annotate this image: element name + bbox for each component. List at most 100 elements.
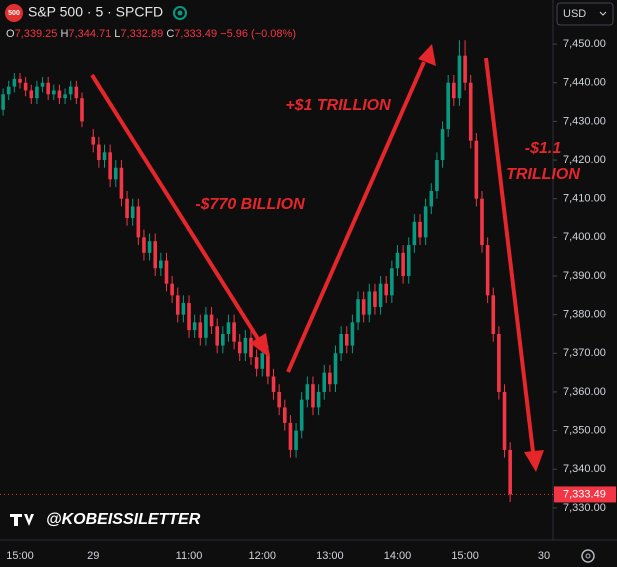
y-tick-label: 7,340.00 — [563, 463, 606, 475]
candle-body — [429, 190, 434, 207]
ohlc-value: 7,344.71 — [68, 28, 111, 40]
last-price-badge — [554, 486, 616, 503]
candle-body — [446, 82, 450, 130]
annotation: TRILLION — [506, 166, 580, 183]
x-tick-label: 29 — [87, 550, 99, 562]
dropdown-caret — [599, 11, 607, 16]
watermark-logo — [10, 514, 34, 526]
candle-body — [356, 299, 360, 323]
x-tick-label: 15:00 — [451, 550, 479, 562]
y-tick-label: 7,420.00 — [563, 154, 606, 166]
gear[interactable] — [581, 549, 595, 563]
watermark-text: @KOBEISSILETTER — [46, 511, 201, 528]
x-tick-label: 15:00 — [6, 550, 34, 562]
candle-body — [63, 94, 67, 99]
candle-body — [243, 337, 248, 354]
candle-body — [221, 333, 225, 346]
candle-body — [35, 86, 39, 99]
ohlc-row: O7,339.25 H7,344.71 L7,332.89 C7,333.49 … — [6, 28, 296, 40]
arrow — [484, 57, 535, 453]
candle-body — [6, 86, 11, 95]
ohlc-key: O — [6, 28, 15, 40]
candle-body — [277, 391, 281, 408]
candle-body — [440, 129, 445, 161]
candle-body — [209, 314, 214, 327]
currency-label[interactable]: USD — [563, 8, 586, 20]
candle-body — [350, 322, 355, 346]
ohlc-key: L — [114, 28, 120, 40]
y-tick-label: 7,430.00 — [563, 115, 606, 127]
ohlc-key: C — [166, 28, 174, 40]
x-tick-label: 14:00 — [384, 550, 412, 562]
candle-body — [187, 303, 191, 331]
candle-body — [29, 90, 34, 99]
candle-body — [395, 252, 400, 269]
candle-body — [491, 295, 496, 334]
candle-body — [102, 152, 107, 161]
candle-body — [254, 357, 259, 369]
candle-body — [80, 98, 84, 122]
candle-body — [401, 252, 405, 276]
annotation: -$1.1 — [525, 140, 562, 157]
y-tick-label: 7,380.00 — [563, 309, 606, 321]
candle-body — [57, 90, 62, 99]
candle-body — [204, 314, 208, 338]
candle-body — [23, 82, 28, 91]
candle-body — [316, 391, 321, 408]
candle-body — [97, 144, 101, 161]
y-tick-label: 7,440.00 — [563, 77, 606, 89]
ohlc-key: H — [60, 28, 68, 40]
candle-body — [339, 333, 343, 354]
x-tick-label: 12:00 — [248, 550, 276, 562]
candle-body — [333, 353, 338, 385]
candle-body — [412, 221, 417, 246]
candle-body — [311, 384, 315, 408]
currency-select[interactable] — [556, 2, 614, 26]
candle-body — [12, 78, 17, 87]
candle-body — [406, 245, 411, 276]
candle-body — [119, 167, 124, 199]
candle-body — [294, 430, 298, 450]
candle-body — [468, 82, 473, 141]
symbol-logo-text: 500 — [8, 10, 20, 17]
candle-body — [463, 55, 467, 83]
candle-body — [130, 206, 135, 219]
settings-icon[interactable] — [581, 549, 595, 563]
y-tick-label: 7,410.00 — [563, 193, 606, 205]
candle-body — [249, 337, 253, 358]
symbol-title[interactable]: S&P 500 · 5 · SPCFD — [28, 4, 163, 20]
symbol-logo — [5, 4, 23, 22]
candle-body — [136, 206, 141, 238]
gear-center — [585, 553, 591, 559]
candle-body — [153, 241, 158, 269]
candle-body — [215, 326, 219, 346]
candle-body — [159, 260, 163, 269]
candle-body — [147, 241, 152, 253]
candle-body — [91, 136, 96, 145]
arrow-head — [418, 44, 436, 66]
y-tick-label: 7,360.00 — [563, 386, 606, 398]
candle-body — [226, 322, 231, 334]
candle-body — [198, 322, 203, 338]
ohlc-value: 7,333.49 — [174, 28, 217, 40]
candle-body — [108, 152, 112, 180]
candle-body — [113, 167, 118, 180]
candle-body — [457, 55, 462, 99]
candle-body — [502, 391, 507, 450]
y-tick-label: 7,370.00 — [563, 347, 606, 359]
candle-body — [435, 160, 439, 191]
candle-body — [237, 341, 242, 354]
candle-body — [68, 86, 73, 95]
candle-body — [232, 322, 236, 342]
candle-body — [485, 245, 490, 296]
candle-body — [418, 221, 422, 238]
watermark: @KOBEISSILETTER — [10, 511, 201, 528]
candle-body — [322, 372, 327, 392]
candle-body — [1, 94, 5, 110]
candle-body — [328, 372, 332, 385]
ohlc-change: −5.96 (−0.08%) — [220, 28, 296, 40]
x-tick-label: 30 — [538, 550, 550, 562]
candle-body — [474, 140, 479, 199]
candle-body — [266, 353, 270, 377]
